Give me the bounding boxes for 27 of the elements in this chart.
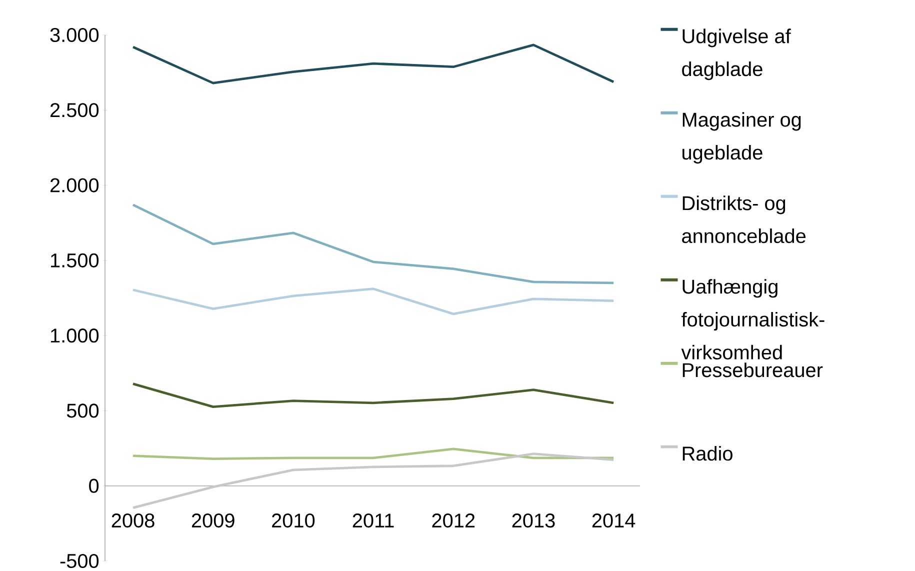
y-tick-label: 500 [66,404,99,418]
legend-label: Magasiner og ugeblade [682,112,801,164]
x-tick-label: 2013 [512,514,555,528]
x-tick-label: 2012 [432,514,475,528]
y-tick-label: -500 [60,554,99,568]
line-series [132,382,615,408]
line-series [132,44,615,84]
y-tick-label: 1.500 [51,253,99,268]
line-series [132,204,615,284]
x-tick-label: 2008 [112,514,154,528]
legend-label: Distrikts- og annonceblade [682,196,806,244]
x-tick-label: 2010 [272,514,315,528]
y-tick-label: 3.000 [50,28,99,42]
legend-label: Radio [682,446,732,461]
line-series [132,288,615,316]
line-series [132,452,615,509]
x-tick-label: 2014 [592,514,636,528]
x-tick-label: 2011 [352,514,394,528]
legend-label: Pressebureauer [682,362,823,378]
y-tick-label: 2.500 [50,103,99,118]
y-tick-label: 2.000 [50,178,99,192]
y-tick-label: 0 [89,478,99,493]
x-tick-label: 2009 [192,514,234,528]
legend-label: Uafhængig fotojournalistisk-virksomhed [681,279,824,360]
line-series [132,448,615,460]
legend-label: Udgivelse af dagblade [682,28,791,80]
y-tick-label: 1.000 [51,328,99,343]
